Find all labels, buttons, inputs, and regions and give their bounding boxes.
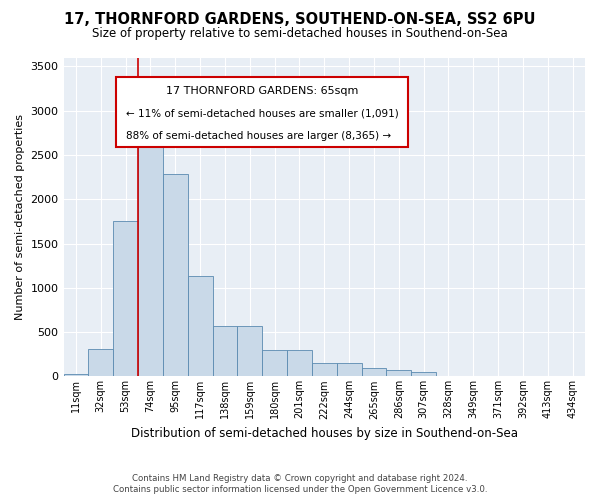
Text: 17, THORNFORD GARDENS, SOUTHEND-ON-SEA, SS2 6PU: 17, THORNFORD GARDENS, SOUTHEND-ON-SEA, … xyxy=(64,12,536,28)
Bar xyxy=(238,326,262,376)
Y-axis label: Number of semi-detached properties: Number of semi-detached properties xyxy=(15,114,25,320)
Bar xyxy=(163,174,188,376)
Text: ← 11% of semi-detached houses are smaller (1,091): ← 11% of semi-detached houses are smalle… xyxy=(126,108,399,118)
Bar xyxy=(64,374,88,376)
Bar xyxy=(362,368,386,376)
Text: 88% of semi-detached houses are larger (8,365) →: 88% of semi-detached houses are larger (… xyxy=(126,131,391,141)
Bar xyxy=(138,80,163,376)
Bar xyxy=(88,349,113,376)
Bar xyxy=(337,363,362,376)
Bar xyxy=(312,363,337,376)
Bar xyxy=(411,372,436,376)
FancyBboxPatch shape xyxy=(116,76,408,147)
Text: Size of property relative to semi-detached houses in Southend-on-Sea: Size of property relative to semi-detach… xyxy=(92,28,508,40)
Bar xyxy=(287,350,312,376)
Bar xyxy=(212,326,238,376)
X-axis label: Distribution of semi-detached houses by size in Southend-on-Sea: Distribution of semi-detached houses by … xyxy=(131,427,518,440)
Bar xyxy=(188,276,212,376)
Bar xyxy=(386,370,411,376)
Text: 17 THORNFORD GARDENS: 65sqm: 17 THORNFORD GARDENS: 65sqm xyxy=(166,86,358,96)
Bar xyxy=(113,222,138,376)
Text: Contains HM Land Registry data © Crown copyright and database right 2024.
Contai: Contains HM Land Registry data © Crown c… xyxy=(113,474,487,494)
Bar xyxy=(262,350,287,376)
